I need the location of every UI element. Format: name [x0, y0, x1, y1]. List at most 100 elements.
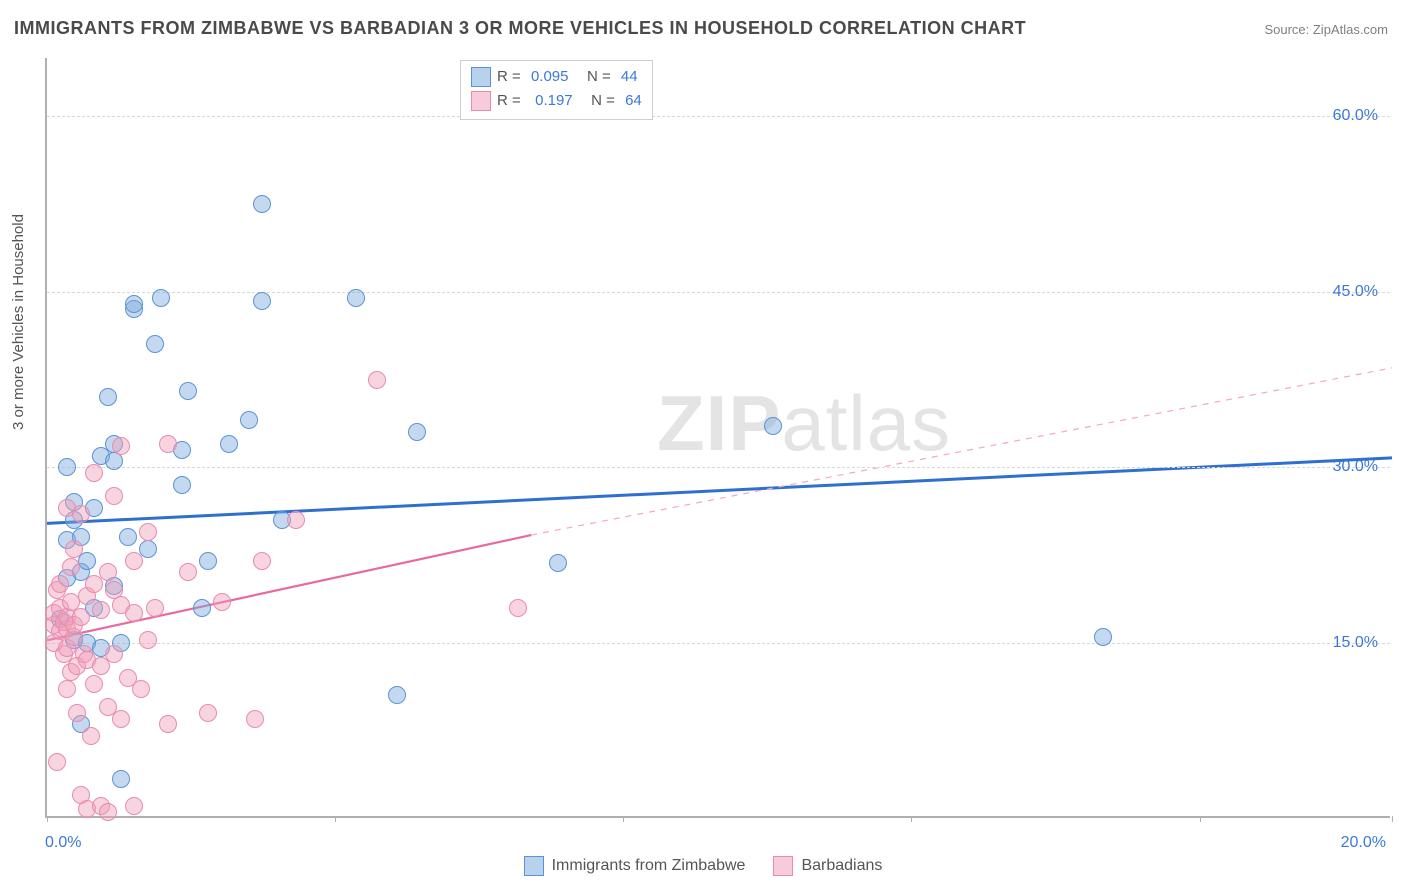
barbadians-point — [125, 604, 143, 622]
regression-line-dashed — [531, 368, 1392, 535]
barbadians-point — [72, 505, 90, 523]
barbadians-point — [125, 797, 143, 815]
barbadians-point — [509, 599, 527, 617]
zimbabwe-point — [119, 528, 137, 546]
barbadians-point — [105, 487, 123, 505]
barbadians-point — [99, 563, 117, 581]
barbadians-point — [58, 680, 76, 698]
legend-label: Barbadians — [801, 857, 882, 875]
barbadians-point — [65, 540, 83, 558]
zimbabwe-point — [253, 195, 271, 213]
source-label: Source: — [1264, 22, 1312, 37]
barbadians-point — [82, 727, 100, 745]
legend-n-value: 44 — [621, 65, 638, 89]
barbadians-point — [85, 464, 103, 482]
barbadians-point — [68, 704, 86, 722]
barbadians-point — [213, 593, 231, 611]
x-tick — [1392, 816, 1393, 822]
legend-swatch — [524, 856, 544, 876]
legend-n-value: 64 — [625, 89, 642, 113]
barbadians-point — [92, 601, 110, 619]
barbadians-point — [146, 599, 164, 617]
legend-swatch — [773, 856, 793, 876]
y-tick-label: 30.0% — [1333, 458, 1378, 476]
source-attribution: Source: ZipAtlas.com — [1264, 22, 1388, 37]
zimbabwe-point — [549, 554, 567, 572]
gridline — [47, 292, 1390, 293]
zimbabwe-point — [193, 599, 211, 617]
barbadians-point — [112, 710, 130, 728]
legend-n-label: N = — [579, 89, 619, 113]
barbadians-point — [125, 552, 143, 570]
zimbabwe-point — [58, 458, 76, 476]
y-tick-label: 60.0% — [1333, 107, 1378, 125]
zimbabwe-point — [146, 335, 164, 353]
legend-r-value: 0.197 — [535, 89, 573, 113]
legend-r-value: 0.095 — [531, 65, 569, 89]
barbadians-point — [159, 715, 177, 733]
barbadians-point — [85, 675, 103, 693]
zimbabwe-point — [253, 292, 271, 310]
barbadians-point — [72, 608, 90, 626]
barbadians-point — [105, 645, 123, 663]
gridline — [47, 467, 1390, 468]
zimbabwe-point — [99, 388, 117, 406]
x-axis-label-max: 20.0% — [1341, 834, 1386, 852]
y-tick-label: 45.0% — [1333, 283, 1378, 301]
barbadians-point — [368, 371, 386, 389]
zimbabwe-point — [764, 417, 782, 435]
zimbabwe-point — [1094, 628, 1112, 646]
zimbabwe-point — [152, 289, 170, 307]
barbadians-point — [112, 437, 130, 455]
barbadians-point — [246, 710, 264, 728]
barbadians-point — [51, 575, 69, 593]
legend-r-label: R = — [497, 65, 525, 89]
zimbabwe-point — [125, 295, 143, 313]
x-tick — [911, 816, 912, 822]
legend-stat-row: R = 0.095 N = 44 — [471, 65, 642, 89]
zimbabwe-point — [240, 411, 258, 429]
barbadians-point — [48, 753, 66, 771]
legend-stat-row: R = 0.197 N = 64 — [471, 89, 642, 113]
zimbabwe-point — [408, 423, 426, 441]
zimbabwe-point — [199, 552, 217, 570]
legend-n-label: N = — [574, 65, 614, 89]
legend-swatch — [471, 91, 491, 111]
legend-r-label: R = — [497, 89, 529, 113]
scatter-plot-area: ZIPatlas 15.0%30.0%45.0%60.0% — [45, 58, 1390, 818]
barbadians-point — [159, 435, 177, 453]
regression-lines-layer — [47, 58, 1390, 816]
chart-title: IMMIGRANTS FROM ZIMBABWE VS BARBADIAN 3 … — [14, 18, 1026, 39]
legend-item: Immigrants from Zimbabwe — [524, 856, 746, 876]
legend-item: Barbadians — [773, 856, 882, 876]
barbadians-point — [179, 563, 197, 581]
barbadians-point — [139, 523, 157, 541]
x-axis-label-min: 0.0% — [45, 834, 81, 852]
zimbabwe-point — [173, 476, 191, 494]
x-tick — [1200, 816, 1201, 822]
barbadians-point — [62, 558, 80, 576]
x-tick — [335, 816, 336, 822]
barbadians-point — [132, 680, 150, 698]
legend-stats-box: R = 0.095 N = 44R = 0.197 N = 64 — [460, 60, 653, 120]
y-axis-title: 3 or more Vehicles in Household — [10, 214, 27, 430]
zimbabwe-point — [220, 435, 238, 453]
barbadians-point — [287, 511, 305, 529]
zimbabwe-point — [388, 686, 406, 704]
zimbabwe-point — [347, 289, 365, 307]
gridline — [47, 116, 1390, 117]
barbadians-point — [199, 704, 217, 722]
barbadians-point — [139, 631, 157, 649]
barbadians-point — [253, 552, 271, 570]
x-tick — [47, 816, 48, 822]
barbadians-point — [99, 803, 117, 821]
gridline — [47, 643, 1390, 644]
legend-series: Immigrants from Zimbabwe Barbadians — [0, 856, 1406, 876]
y-tick-label: 15.0% — [1333, 634, 1378, 652]
zimbabwe-point — [179, 382, 197, 400]
source-name: ZipAtlas.com — [1313, 22, 1388, 37]
legend-swatch — [471, 67, 491, 87]
legend-label: Immigrants from Zimbabwe — [552, 857, 746, 875]
zimbabwe-point — [112, 770, 130, 788]
x-tick — [623, 816, 624, 822]
